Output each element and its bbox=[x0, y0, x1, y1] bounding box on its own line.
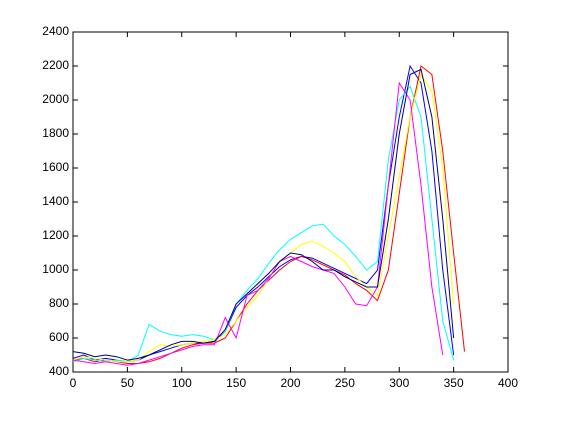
x-tick-label: 300 bbox=[389, 376, 409, 390]
plot-area bbox=[72, 31, 509, 373]
series-line bbox=[72, 85, 455, 363]
series-line bbox=[72, 81, 444, 366]
y-tick-label: 1800 bbox=[42, 126, 69, 140]
y-tick-label: 1600 bbox=[42, 160, 69, 174]
y-tick-label: 400 bbox=[49, 364, 69, 378]
x-tick-label: 400 bbox=[498, 376, 518, 390]
series-line bbox=[72, 68, 455, 361]
x-tick-label: 150 bbox=[226, 376, 246, 390]
y-tick-label: 2000 bbox=[42, 92, 69, 106]
x-tick-label: 200 bbox=[280, 376, 300, 390]
y-tick-label: 600 bbox=[49, 330, 69, 344]
y-tick-label: 800 bbox=[49, 296, 69, 310]
x-tick-label: 100 bbox=[172, 376, 192, 390]
y-tick-label: 1400 bbox=[42, 194, 69, 208]
series-line bbox=[72, 73, 455, 363]
y-tick-label: 1200 bbox=[42, 228, 69, 242]
x-tick-label: 0 bbox=[70, 376, 77, 390]
y-tick-label: 2400 bbox=[42, 24, 69, 38]
x-tick-label: 50 bbox=[121, 376, 135, 390]
x-tick-label: 250 bbox=[335, 376, 355, 390]
y-tick-label: 1000 bbox=[42, 262, 69, 276]
y-tick-label: 2200 bbox=[42, 58, 69, 72]
x-tick-label: 350 bbox=[444, 376, 464, 390]
